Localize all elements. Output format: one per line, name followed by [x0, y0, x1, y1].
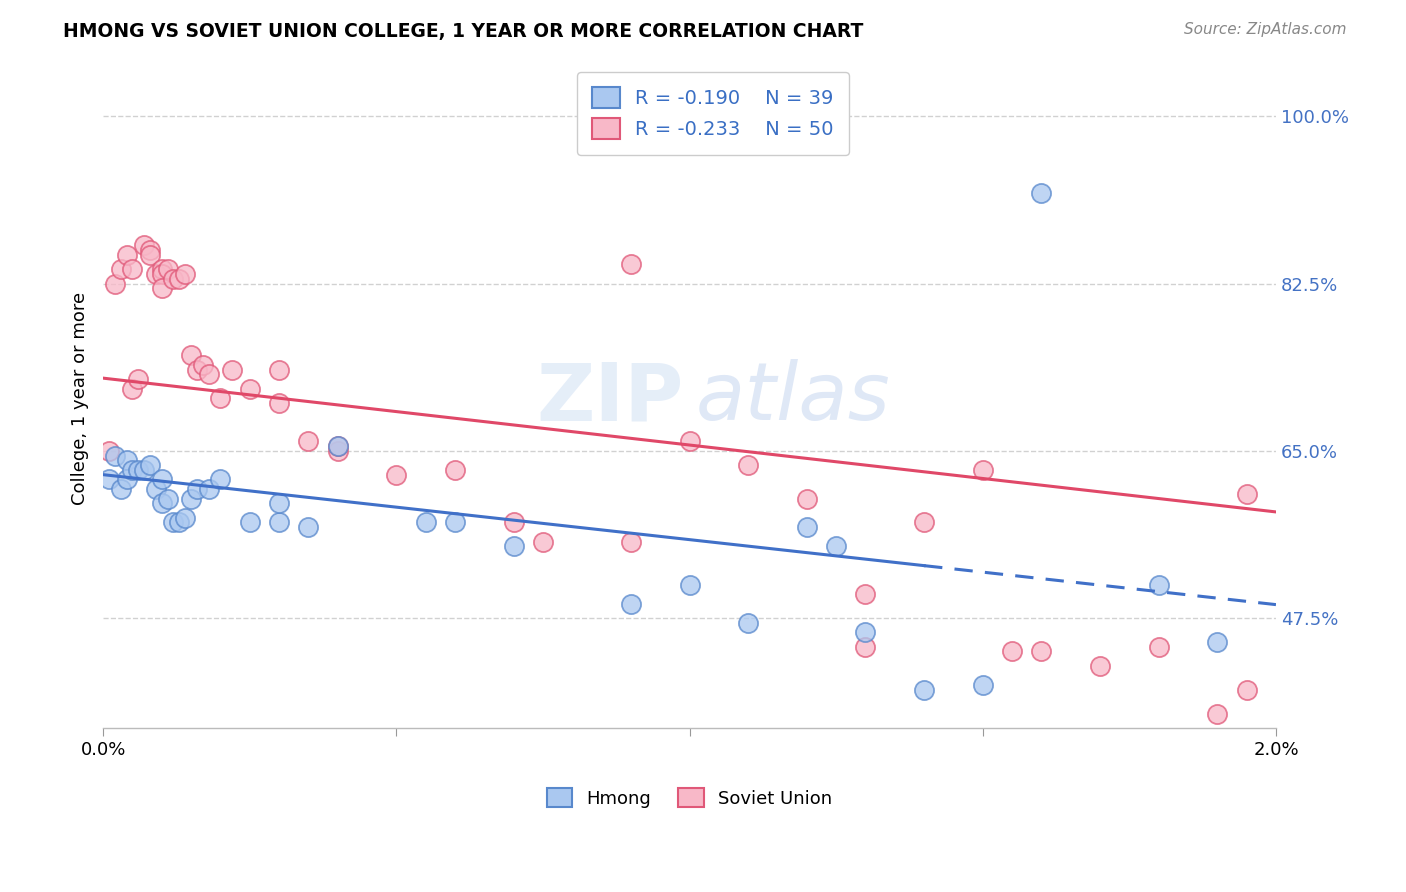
Point: [150, 267, 173, 281]
Point: [297, 434, 319, 449]
Point: [1031, 644, 1053, 658]
Point: [104, 277, 127, 291]
Point: [444, 463, 467, 477]
Point: [115, 453, 138, 467]
Point: [209, 391, 232, 405]
Point: [855, 640, 877, 654]
Point: [1147, 577, 1170, 591]
Point: [1236, 487, 1258, 501]
Point: [197, 368, 219, 382]
Point: [145, 482, 167, 496]
Point: [115, 248, 138, 262]
Point: [267, 362, 290, 376]
Point: [186, 362, 208, 376]
Point: [1088, 658, 1111, 673]
Text: atlas: atlas: [696, 359, 890, 437]
Point: [267, 516, 290, 530]
Point: [531, 534, 554, 549]
Point: [1147, 640, 1170, 654]
Point: [139, 243, 162, 257]
Point: [98, 443, 121, 458]
Point: [502, 516, 524, 530]
Point: [737, 458, 759, 472]
Point: [1001, 644, 1024, 658]
Point: [502, 539, 524, 553]
Point: [385, 467, 408, 482]
Point: [796, 520, 818, 534]
Point: [150, 472, 173, 486]
Point: [620, 257, 643, 271]
Point: [825, 539, 848, 553]
Point: [678, 577, 700, 591]
Point: [180, 348, 202, 362]
Point: [221, 362, 243, 376]
Point: [134, 463, 156, 477]
Point: [110, 482, 132, 496]
Point: [115, 472, 138, 486]
Point: [912, 516, 935, 530]
Point: [127, 463, 149, 477]
Point: [169, 272, 191, 286]
Point: [156, 262, 179, 277]
Point: [110, 262, 132, 277]
Point: [150, 496, 173, 510]
Point: [972, 463, 994, 477]
Point: [737, 615, 759, 630]
Point: [162, 516, 184, 530]
Point: [191, 358, 214, 372]
Point: [104, 449, 127, 463]
Point: [855, 587, 877, 601]
Point: [139, 458, 162, 472]
Point: [326, 443, 349, 458]
Point: [239, 382, 262, 396]
Point: [121, 463, 143, 477]
Point: [415, 516, 437, 530]
Point: [912, 682, 935, 697]
Point: [98, 472, 121, 486]
Point: [174, 510, 197, 524]
Point: [855, 625, 877, 640]
Point: [620, 534, 643, 549]
Point: [297, 520, 319, 534]
Point: [1206, 706, 1229, 721]
Point: [174, 267, 197, 281]
Text: Source: ZipAtlas.com: Source: ZipAtlas.com: [1184, 22, 1347, 37]
Point: [620, 597, 643, 611]
Point: [972, 678, 994, 692]
Point: [139, 248, 162, 262]
Point: [186, 482, 208, 496]
Point: [150, 281, 173, 295]
Point: [796, 491, 818, 506]
Point: [239, 516, 262, 530]
Y-axis label: College, 1 year or more: College, 1 year or more: [72, 292, 89, 505]
Point: [127, 372, 149, 386]
Point: [121, 262, 143, 277]
Legend: Hmong, Soviet Union: Hmong, Soviet Union: [533, 773, 846, 822]
Point: [134, 238, 156, 252]
Point: [209, 472, 232, 486]
Point: [1206, 635, 1229, 649]
Point: [678, 434, 700, 449]
Point: [169, 516, 191, 530]
Point: [444, 516, 467, 530]
Point: [267, 496, 290, 510]
Point: [1031, 186, 1053, 200]
Point: [326, 439, 349, 453]
Point: [1236, 682, 1258, 697]
Point: [121, 382, 143, 396]
Point: [197, 482, 219, 496]
Text: ZIP: ZIP: [537, 359, 683, 437]
Point: [145, 267, 167, 281]
Point: [326, 439, 349, 453]
Text: HMONG VS SOVIET UNION COLLEGE, 1 YEAR OR MORE CORRELATION CHART: HMONG VS SOVIET UNION COLLEGE, 1 YEAR OR…: [63, 22, 863, 41]
Point: [150, 262, 173, 277]
Point: [156, 491, 179, 506]
Point: [180, 491, 202, 506]
Point: [267, 396, 290, 410]
Point: [162, 272, 184, 286]
